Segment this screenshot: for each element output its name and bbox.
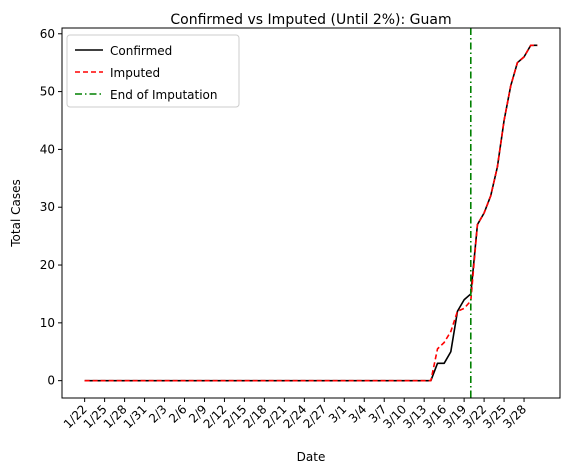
y-tick-label: 60 <box>40 27 55 41</box>
y-tick-label: 50 <box>40 85 55 99</box>
legend: Confirmed Imputed End of Imputation <box>66 34 240 108</box>
y-tick-label: 40 <box>40 142 55 156</box>
y-axis-label: Total Cases <box>9 179 23 247</box>
x-tick-label: 3/1 <box>326 402 350 426</box>
chart-title: Confirmed vs Imputed (Until 2%): Guam <box>170 12 451 28</box>
x-tick-label: 2/6 <box>166 402 190 426</box>
y-tick-label: 20 <box>40 258 55 272</box>
x-tick-label: 1/31 <box>121 402 150 431</box>
x-tick-label: 2/27 <box>300 402 329 431</box>
x-tick-label: 3/28 <box>500 402 529 431</box>
x-axis-label: Date <box>297 450 326 464</box>
y-tick-label: 30 <box>40 200 55 214</box>
x-tick-label: 2/3 <box>146 402 170 426</box>
legend-label-confirmed: Confirmed <box>110 44 172 58</box>
y-tick-label: 0 <box>47 374 55 388</box>
legend-box <box>66 34 240 108</box>
x-tick-label: 3/4 <box>346 402 370 426</box>
plot-frame <box>61 27 561 399</box>
y-tick-label: 10 <box>40 316 55 330</box>
legend-label-end-of-imputation: End of Imputation <box>110 88 218 102</box>
legend-label-imputed: Imputed <box>110 66 160 80</box>
series-line-imputed <box>84 44 538 382</box>
